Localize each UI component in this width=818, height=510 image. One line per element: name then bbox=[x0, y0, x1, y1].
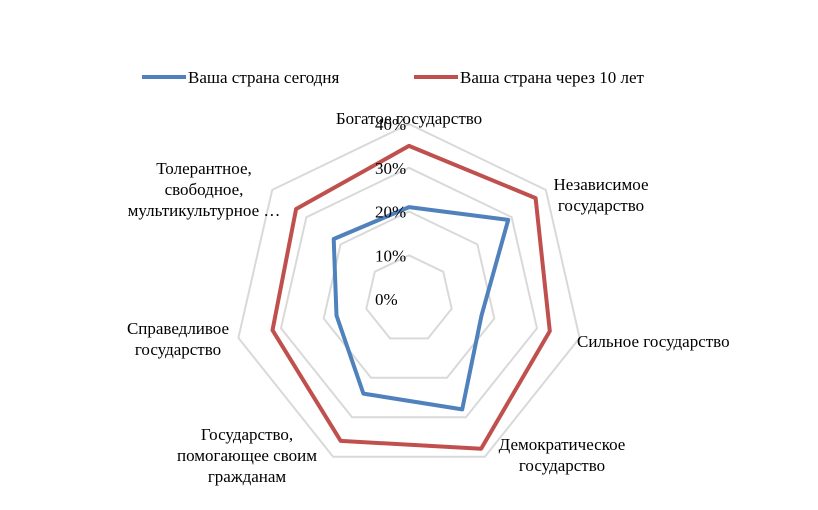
category-label-1: Богатое государство bbox=[336, 109, 482, 128]
tick-label: 10% bbox=[375, 246, 406, 265]
tick-label: 40% bbox=[375, 115, 406, 134]
grid-ring bbox=[365, 254, 453, 340]
category-label-6: Справедливое государство bbox=[127, 319, 229, 359]
category-label-4: Демократическое государство bbox=[499, 435, 626, 475]
category-label-3: Сильное государство bbox=[577, 332, 730, 351]
category-label-2: Независимое государство bbox=[553, 175, 648, 215]
radial-tick-labels: 0% 10% 20% 30% 40% bbox=[375, 115, 406, 309]
tick-label: 0% bbox=[375, 290, 398, 309]
legend-label-2: Ваша страна через 10 лет bbox=[460, 68, 644, 87]
series-line-2 bbox=[270, 143, 552, 451]
radar-series bbox=[270, 143, 552, 451]
tick-label: 20% bbox=[375, 203, 406, 222]
series-line-1 bbox=[331, 205, 511, 412]
grid-ring bbox=[279, 166, 539, 419]
legend: Ваша страна сегодня Ваша страна через 10 … bbox=[142, 68, 644, 87]
tick-label: 30% bbox=[375, 159, 406, 178]
category-labels: Богатое государство Независимое государств… bbox=[127, 109, 730, 486]
radar-grid bbox=[237, 122, 581, 458]
legend-label-1: Ваша страна сегодня bbox=[188, 68, 339, 87]
grid-ring bbox=[322, 210, 496, 379]
category-label-7: Толерантное, свободное, мультикультурное … bbox=[128, 159, 281, 220]
category-label-5: Государство, помогающее своим гражданам bbox=[177, 425, 317, 486]
grid-ring bbox=[237, 122, 581, 458]
